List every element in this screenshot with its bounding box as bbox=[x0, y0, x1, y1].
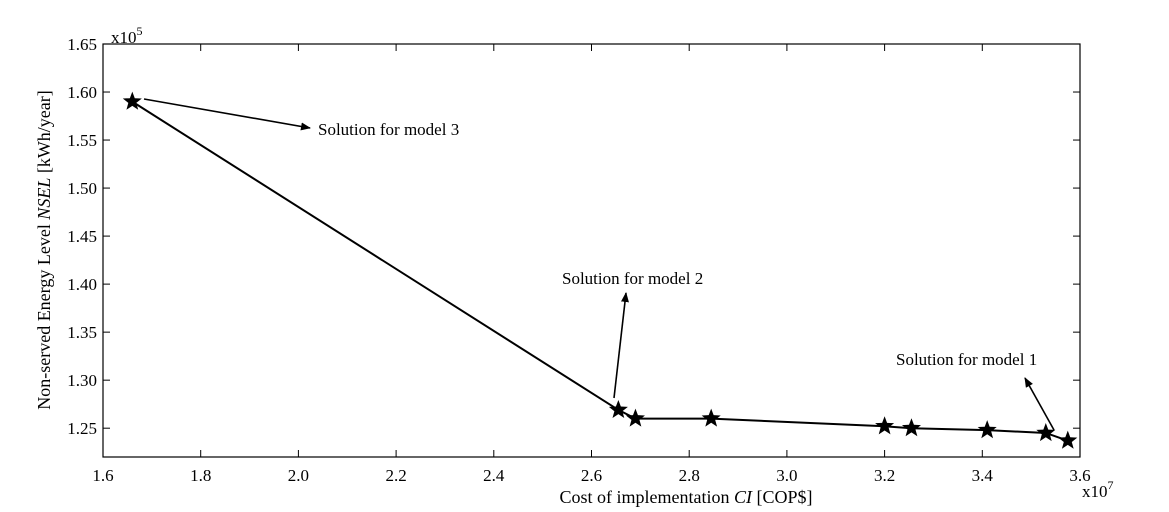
y-axis-ticks: 1.25 1.30 1.35 1.40 1.45 1.50 1.55 1.60 1.65 bbox=[67, 35, 1080, 438]
y-tick-label: 1.60 bbox=[67, 83, 97, 102]
y-tick-label: 1.40 bbox=[67, 275, 97, 294]
annotations: Solution for model 3 Solution for model 2… bbox=[143, 98, 1055, 431]
annotation-label: Solution for model 1 bbox=[896, 350, 1037, 369]
x-tick-label: 2.4 bbox=[483, 466, 505, 485]
annotation-arrow bbox=[143, 98, 311, 131]
data-point-star bbox=[875, 416, 895, 435]
x-tick-label: 3.6 bbox=[1069, 466, 1090, 485]
plot-frame bbox=[102, 43, 1081, 458]
data-point-star bbox=[977, 420, 997, 439]
y-tick-label: 1.45 bbox=[67, 227, 97, 246]
data-point-star bbox=[122, 91, 142, 110]
data-point-star bbox=[901, 418, 921, 437]
y-tick-label: 1.55 bbox=[67, 131, 97, 150]
annotation-arrow bbox=[1024, 377, 1055, 431]
y-tick-label: 1.50 bbox=[67, 179, 97, 198]
y-tick-label: 1.35 bbox=[67, 323, 97, 342]
y-tick-label: 1.30 bbox=[67, 371, 97, 390]
annotation-label: Solution for model 2 bbox=[562, 269, 703, 288]
x-tick-label: 3.4 bbox=[972, 466, 994, 485]
x-tick-label: 2.6 bbox=[581, 466, 602, 485]
x-axis-ticks: 1.6 1.8 2.0 2.2 2.4 2.6 2.8 3.0 3.2 3.4 3.6 bbox=[92, 44, 1091, 485]
annotation-arrow bbox=[613, 292, 629, 399]
y-axis-label: Non-served Energy Level NSEL [kWh/year] bbox=[34, 90, 54, 410]
x-axis-multiplier: x107 bbox=[1082, 478, 1114, 501]
series-markers bbox=[122, 91, 1078, 449]
data-point-star bbox=[1036, 422, 1056, 442]
x-tick-label: 1.8 bbox=[190, 466, 211, 485]
data-point-star bbox=[625, 408, 645, 427]
x-tick-label: 2.0 bbox=[288, 466, 309, 485]
x-axis-label: Cost of implementation CI [COP$] bbox=[560, 487, 813, 507]
y-tick-label: 1.25 bbox=[67, 419, 97, 438]
x-tick-label: 3.2 bbox=[874, 466, 895, 485]
data-point-star bbox=[701, 408, 721, 427]
x-tick-label: 2.8 bbox=[679, 466, 700, 485]
annotation-label: Solution for model 3 bbox=[318, 120, 459, 139]
x-tick-label: 2.2 bbox=[385, 466, 406, 485]
x-tick-label: 3.0 bbox=[776, 466, 797, 485]
data-point-star bbox=[1058, 430, 1078, 449]
y-axis-multiplier: x105 bbox=[111, 24, 143, 47]
data-point-star bbox=[608, 399, 628, 419]
y-tick-label: 1.65 bbox=[67, 35, 97, 54]
x-tick-label: 1.6 bbox=[92, 466, 113, 485]
